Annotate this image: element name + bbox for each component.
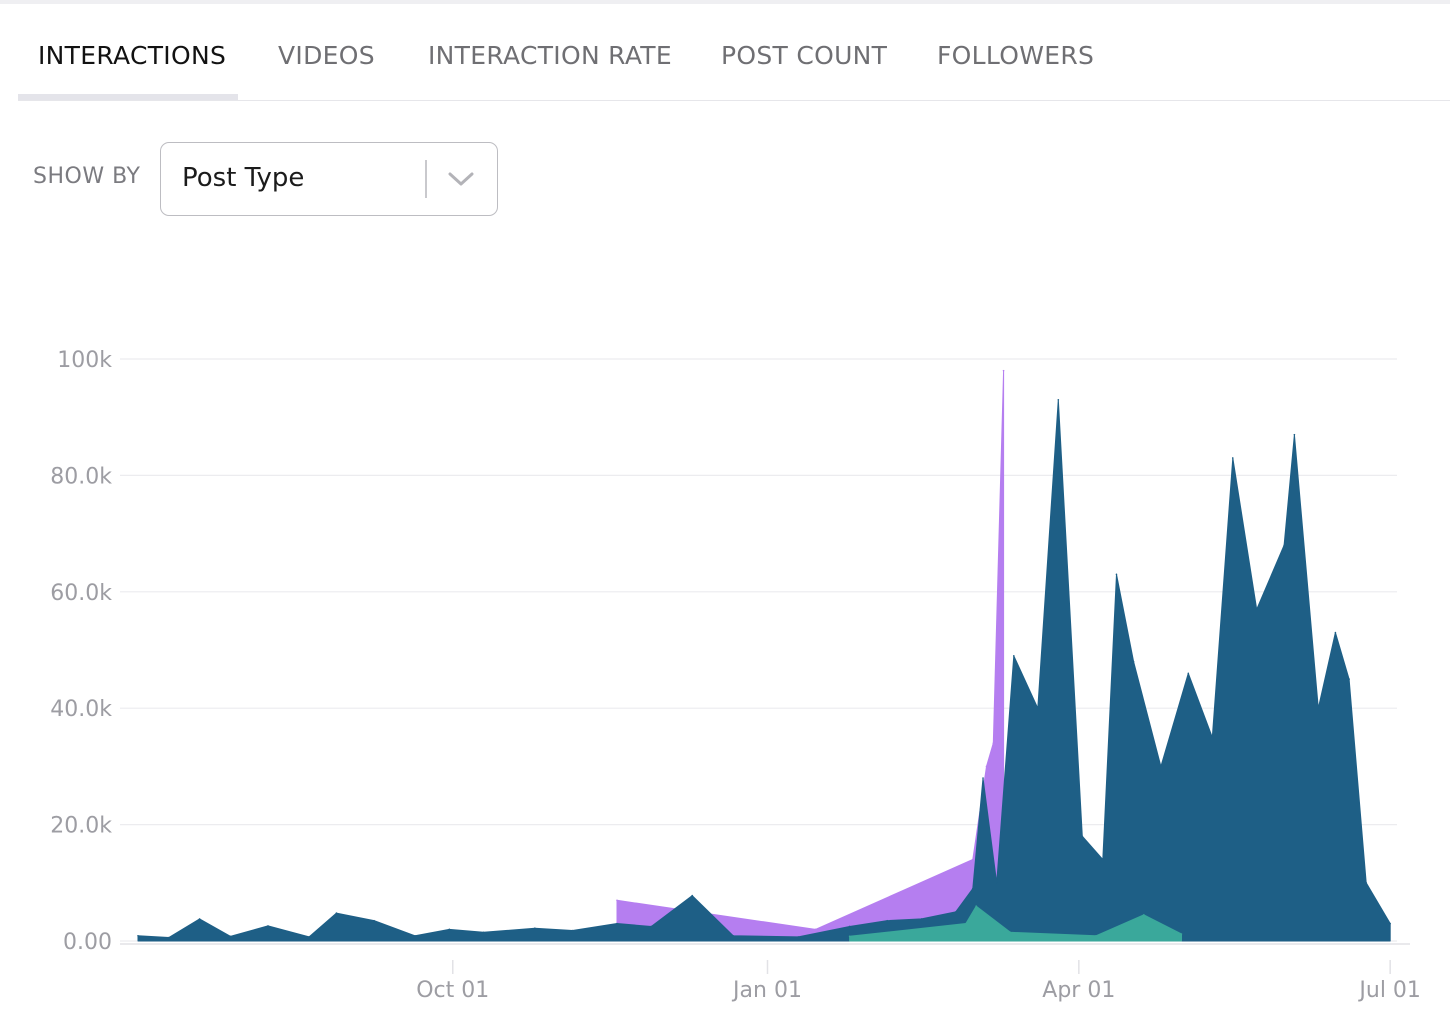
tab-interactions[interactable]: INTERACTIONS bbox=[38, 41, 227, 70]
data-point bbox=[992, 742, 995, 744]
tab-videos[interactable]: VIDEOS bbox=[278, 41, 375, 70]
metric-tabs: INTERACTIONS VIDEOS INTERACTION RATE POS… bbox=[18, 4, 1450, 101]
series-area bbox=[848, 905, 1183, 942]
data-point bbox=[373, 919, 375, 922]
data-point bbox=[1187, 672, 1190, 675]
data-point bbox=[448, 928, 451, 931]
data-point bbox=[1365, 882, 1368, 884]
data-point bbox=[1293, 433, 1296, 436]
dropdown-separator bbox=[425, 160, 427, 198]
data-point bbox=[650, 925, 652, 928]
data-point bbox=[1002, 369, 1005, 372]
data-point bbox=[1180, 933, 1183, 935]
data-point bbox=[267, 925, 269, 927]
data-point bbox=[616, 922, 618, 925]
data-point bbox=[1231, 457, 1234, 459]
y-tick-label: 80.0k bbox=[50, 464, 112, 489]
x-tick-label: Jan 01 bbox=[731, 978, 802, 1003]
show-by-dropdown[interactable]: Post Type bbox=[160, 142, 498, 216]
top-border bbox=[0, 0, 1450, 4]
x-tick-label: Oct 01 bbox=[416, 978, 489, 1003]
data-point bbox=[1255, 608, 1258, 611]
data-point bbox=[691, 894, 694, 897]
data-point bbox=[571, 929, 574, 932]
data-point bbox=[198, 918, 201, 920]
data-point bbox=[1132, 660, 1135, 663]
data-point bbox=[732, 934, 735, 937]
chevron-down-icon[interactable] bbox=[448, 169, 474, 189]
data-point bbox=[886, 919, 889, 922]
data-point bbox=[1101, 858, 1104, 861]
tab-followers[interactable]: FOLLOWERS bbox=[937, 41, 1095, 70]
data-point bbox=[1283, 544, 1285, 547]
data-point bbox=[975, 905, 977, 907]
data-point bbox=[1081, 835, 1084, 838]
series-area bbox=[616, 369, 1005, 942]
data-point bbox=[971, 858, 974, 861]
data-point bbox=[1143, 914, 1145, 916]
data-point bbox=[534, 927, 536, 929]
show-by-label: SHOW BY bbox=[33, 164, 141, 189]
data-point bbox=[1115, 573, 1118, 576]
data-point bbox=[1009, 931, 1012, 934]
data-point bbox=[954, 911, 957, 913]
data-point bbox=[1013, 655, 1015, 657]
data-point bbox=[848, 935, 851, 938]
data-point bbox=[965, 922, 967, 925]
data-point bbox=[1160, 765, 1162, 768]
tab-interaction-rate[interactable]: INTERACTION RATE bbox=[428, 41, 672, 70]
x-tick-label: Apr 01 bbox=[1042, 978, 1115, 1003]
data-point bbox=[229, 935, 232, 938]
data-point bbox=[1036, 707, 1039, 709]
y-tick-label: 40.0k bbox=[50, 697, 112, 722]
data-point bbox=[137, 934, 139, 937]
data-point bbox=[848, 925, 851, 928]
y-tick-label: 0.00 bbox=[63, 930, 112, 955]
data-point bbox=[982, 777, 984, 779]
data-point bbox=[1057, 398, 1060, 401]
data-point bbox=[814, 928, 817, 931]
data-point bbox=[1211, 736, 1214, 739]
data-point bbox=[335, 912, 338, 914]
series-path bbox=[616, 370, 1005, 942]
data-point bbox=[1389, 922, 1391, 925]
data-point bbox=[1348, 678, 1350, 680]
tab-post-count[interactable]: POST COUNT bbox=[721, 41, 888, 70]
data-point bbox=[971, 887, 974, 890]
data-point bbox=[308, 936, 310, 938]
active-tab-indicator bbox=[18, 94, 238, 100]
data-point bbox=[920, 918, 923, 920]
y-tick-label: 60.0k bbox=[50, 581, 112, 606]
data-point bbox=[1317, 707, 1320, 709]
show-by-selected-value: Post Type bbox=[182, 163, 305, 193]
data-point bbox=[482, 931, 485, 934]
data-point bbox=[167, 936, 170, 939]
data-point bbox=[797, 936, 800, 938]
series-path bbox=[849, 905, 1182, 942]
x-tick-label: Jul 01 bbox=[1357, 978, 1421, 1003]
data-point bbox=[1095, 934, 1097, 937]
data-point bbox=[995, 882, 998, 884]
series-path bbox=[137, 399, 1391, 942]
data-point bbox=[985, 765, 988, 768]
data-point bbox=[1334, 631, 1337, 634]
y-tick-label: 100k bbox=[57, 348, 112, 373]
y-tick-label: 20.0k bbox=[50, 814, 112, 839]
series-area bbox=[137, 398, 1391, 942]
data-point bbox=[616, 899, 618, 902]
data-point bbox=[414, 934, 416, 937]
